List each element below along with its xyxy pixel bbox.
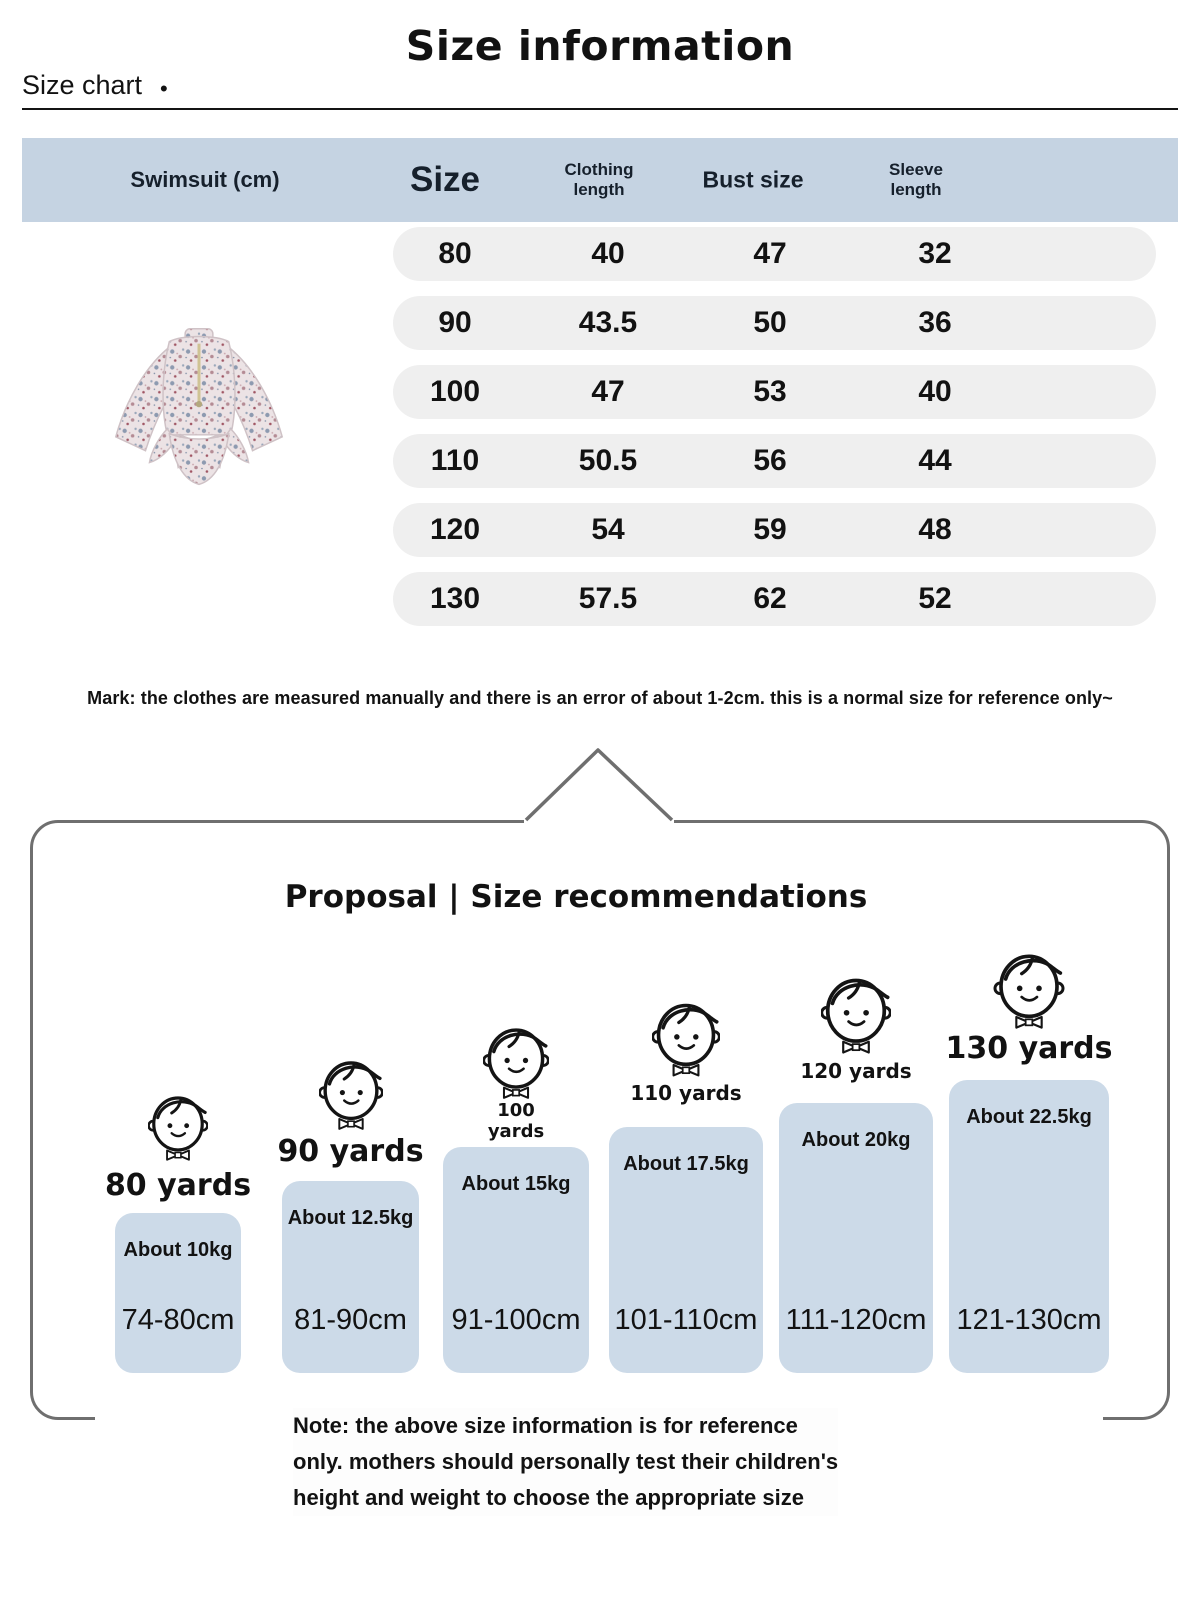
child-face-icon: [992, 951, 1066, 1031]
table-row: 130 57.5 62 52: [393, 572, 1156, 626]
clothing-length-value: 57.5: [578, 582, 638, 615]
size-value: 120: [429, 513, 481, 546]
size-bar: About 12.5kg 81-90cm: [282, 1181, 419, 1373]
column-header-sleeve-length: Sleeve length: [889, 160, 943, 199]
sleeve-length-value: 36: [918, 306, 952, 339]
size-bar: About 10kg 74-80cm: [115, 1213, 241, 1373]
size-bar: About 22.5kg 121-130cm: [949, 1080, 1109, 1373]
table-row: 120 54 59 48: [393, 503, 1156, 557]
weight-label: About 15kg: [461, 1173, 571, 1195]
sleeve-length-value: 40: [918, 375, 952, 408]
clothing-length-value: 43.5: [578, 306, 638, 339]
height-range-label: 121-130cm: [956, 1304, 1102, 1336]
clothing-length-value: 50.5: [578, 444, 638, 477]
size-recommendation-box: Proposal | Size recommendations 80 yards…: [30, 820, 1170, 1420]
bottom-note-line: height and weight to choose the appropri…: [293, 1485, 804, 1510]
weight-label: About 10kg: [123, 1239, 233, 1261]
sleeve-length-value: 48: [918, 513, 952, 546]
bottom-note-line: only. mothers should personally test the…: [293, 1449, 839, 1474]
weight-label: About 17.5kg: [623, 1153, 749, 1175]
height-range-label: 111-120cm: [785, 1304, 927, 1336]
size-value: 130: [429, 582, 481, 615]
size-recommendation-column-80: 80 yards About 10kg 74-80cm: [105, 1093, 251, 1373]
divider-line: [22, 108, 1178, 110]
bust-size-value: 50: [753, 306, 787, 339]
clothing-length-value: 54: [591, 513, 625, 546]
height-range-label: 74-80cm: [121, 1304, 235, 1336]
weight-label: About 12.5kg: [287, 1207, 414, 1229]
yards-label: 120 yards: [800, 1059, 912, 1083]
clothing-length-value: 40: [591, 237, 625, 270]
bottom-note: Note: the above size information is for …: [293, 1408, 839, 1516]
size-recommendation-column-120: 120 yards About 20kg 111-120cm: [779, 975, 933, 1373]
swimsuit-product-image: [114, 328, 284, 486]
size-value: 80: [438, 237, 472, 270]
weight-label: About 20kg: [801, 1129, 911, 1151]
size-recommendation-column-100: 100 yards About 15kg 91-100cm: [443, 1025, 589, 1373]
bust-size-value: 53: [753, 375, 787, 408]
child-face-icon: [652, 1000, 720, 1079]
column-header-clothing-length: Clothing length: [564, 160, 634, 199]
bust-size-value: 47: [753, 237, 787, 270]
bust-size-value: 62: [753, 582, 787, 615]
size-recommendation-column-90: 90 yards About 12.5kg 81-90cm: [277, 1058, 424, 1373]
height-range-label: 81-90cm: [294, 1304, 407, 1336]
size-bar: About 15kg 91-100cm: [443, 1147, 589, 1373]
size-recommendation-column-110: 110 yards About 17.5kg 101-110cm: [609, 1000, 763, 1373]
height-range-label: 101-110cm: [614, 1304, 758, 1336]
column-header-size: Size: [409, 160, 481, 199]
size-bar: About 17.5kg 101-110cm: [609, 1127, 763, 1373]
column-header-bust-size: Bust size: [702, 166, 804, 193]
sleeve-length-value: 32: [918, 237, 952, 270]
size-recommendation-column-130: 130 yards About 22.5kg 121-130cm: [946, 951, 1113, 1373]
size-value: 90: [438, 306, 472, 339]
child-face-icon: [148, 1093, 208, 1163]
proposal-title: Proposal | Size recommendations: [284, 879, 868, 915]
bust-size-value: 59: [753, 513, 787, 546]
child-face-icon: [483, 1025, 549, 1101]
sleeve-length-value: 44: [918, 444, 952, 477]
child-face-icon: [821, 975, 891, 1056]
size-value: 110: [430, 444, 480, 477]
column-header-product: Swimsuit (cm): [130, 167, 280, 192]
table-row: 90 43.5 50 36: [393, 296, 1156, 350]
page-title: Size information: [405, 22, 795, 70]
size-bar: About 20kg 111-120cm: [779, 1103, 933, 1373]
height-range-label: 91-100cm: [451, 1304, 581, 1336]
measurement-disclaimer: Mark: the clothes are measured manually …: [87, 688, 1113, 708]
table-row: 110 50.5 56 44: [393, 434, 1156, 488]
weight-label: About 22.5kg: [966, 1106, 1092, 1128]
child-face-icon: [319, 1058, 383, 1132]
size-table-header: Swimsuit (cm) Size Clothing length Bust …: [22, 138, 1178, 222]
bottom-note-line: Note: the above size information is for …: [293, 1413, 798, 1438]
section-bullet-icon: •: [160, 76, 168, 101]
size-value: 100: [429, 375, 481, 408]
sleeve-length-value: 52: [918, 582, 952, 615]
clothing-length-value: 47: [591, 375, 625, 408]
yards-label: 80 yards: [104, 1168, 252, 1203]
bust-size-value: 56: [753, 444, 787, 477]
yards-label: 100 yards: [487, 1100, 545, 1142]
table-row: 100 47 53 40: [393, 365, 1156, 419]
yards-label: 90 yards: [277, 1134, 424, 1169]
yards-label: 130 yards: [945, 1031, 1113, 1066]
section-label: Size chart: [22, 70, 143, 100]
bubble-notch: [524, 748, 674, 824]
table-row: 80 40 47 32: [393, 227, 1156, 281]
yards-label: 110 yards: [630, 1081, 742, 1105]
